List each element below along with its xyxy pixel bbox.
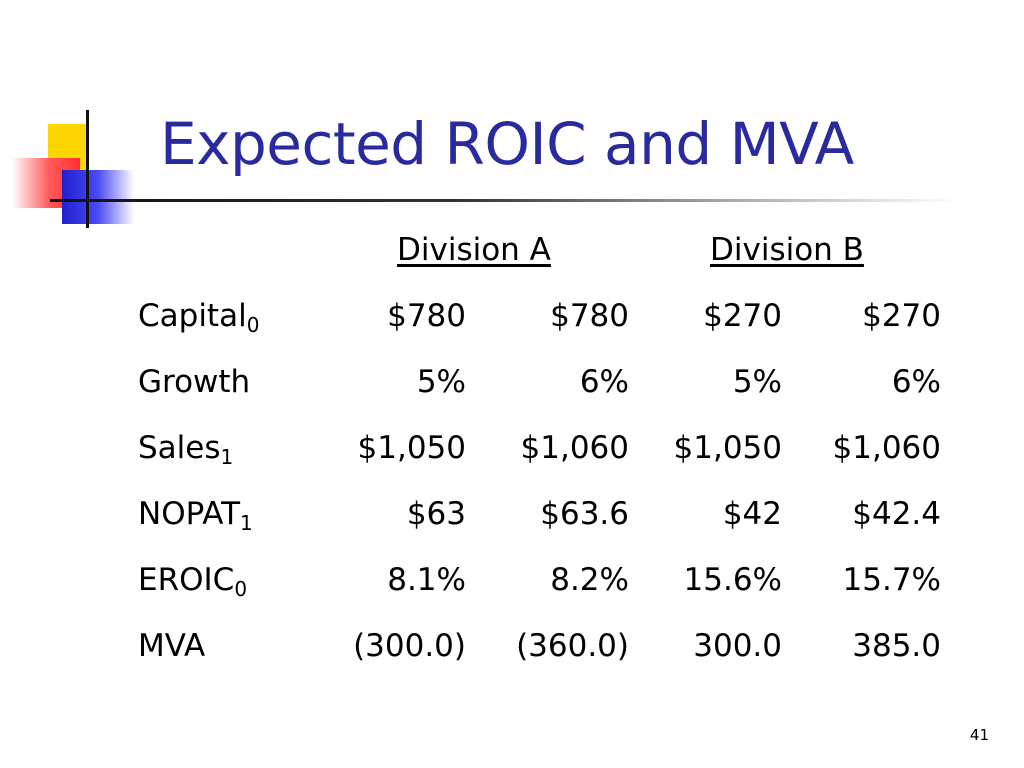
table-cell: 6%	[891, 364, 941, 400]
table-cell: 5%	[416, 364, 466, 400]
table-cell: (360.0)	[516, 628, 629, 664]
table-cell: 5%	[732, 364, 782, 400]
slide-logo-decoration	[0, 0, 160, 240]
row-label: NOPAT1	[138, 496, 253, 535]
page-number: 41	[969, 726, 989, 744]
table-cell: $270	[703, 298, 782, 334]
table-row: MVA (300.0) (360.0) 300.0 385.0	[0, 628, 1024, 678]
table-cell: 8.2%	[550, 562, 629, 598]
blue-square-decoration	[62, 170, 134, 224]
row-label: MVA	[138, 628, 206, 664]
table-cell: $42.4	[852, 496, 941, 532]
table-cell: $1,060	[520, 430, 629, 466]
row-label: Growth	[138, 364, 251, 400]
table-cell: 385.0	[852, 628, 941, 664]
table-cell: (300.0)	[353, 628, 466, 664]
table-row: Sales1 $1,050 $1,060 $1,050 $1,060	[0, 430, 1024, 480]
table-cell: $780	[387, 298, 466, 334]
table-row: Growth 5% 6% 5% 6%	[0, 364, 1024, 414]
table-cell: $270	[862, 298, 941, 334]
title-underline-rule	[50, 199, 960, 202]
row-label: EROIC0	[138, 562, 248, 601]
row-label: Sales1	[138, 430, 234, 469]
vertical-rule-decoration	[86, 110, 89, 228]
table-cell: 6%	[579, 364, 629, 400]
table-cell: 15.6%	[683, 562, 782, 598]
table-cell: $1,060	[832, 430, 941, 466]
table-row: EROIC0 8.1% 8.2% 15.6% 15.7%	[0, 562, 1024, 612]
table-cell: $42	[722, 496, 782, 532]
table-cell: 300.0	[693, 628, 782, 664]
table-cell: $63.6	[540, 496, 629, 532]
row-label: Capital0	[138, 298, 260, 337]
division-a-header: Division A	[397, 232, 551, 268]
table-cell: $1,050	[673, 430, 782, 466]
table-cell: $780	[550, 298, 629, 334]
table-cell: $1,050	[357, 430, 466, 466]
division-b-header: Division B	[710, 232, 864, 268]
table-row: Capital0 $780 $780 $270 $270	[0, 298, 1024, 348]
table-row: NOPAT1 $63 $63.6 $42 $42.4	[0, 496, 1024, 546]
slide-title: Expected ROIC and MVA	[160, 110, 854, 178]
table-cell: 15.7%	[842, 562, 941, 598]
table-cell: $63	[406, 496, 466, 532]
table-cell: 8.1%	[387, 562, 466, 598]
